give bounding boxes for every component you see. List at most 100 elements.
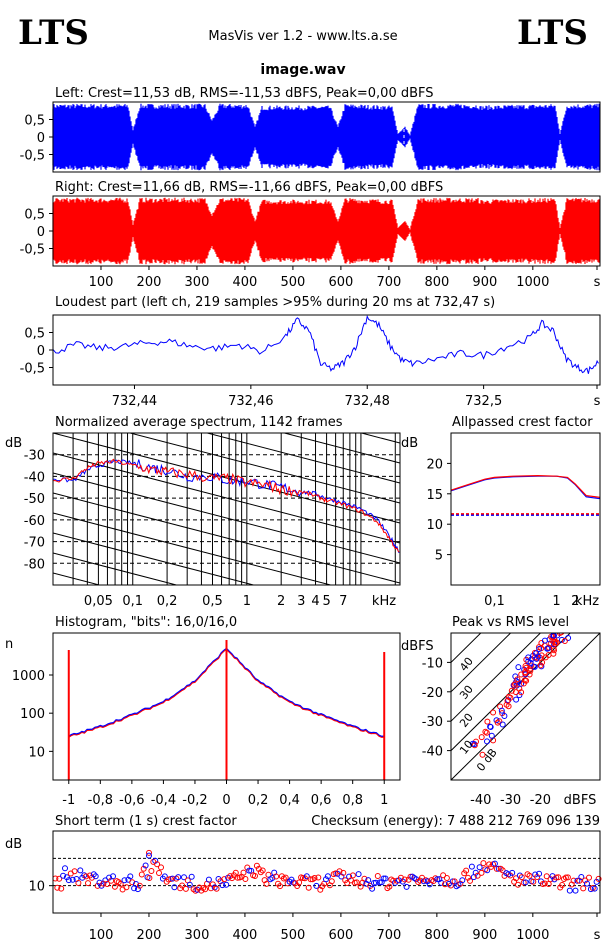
spectrum-slope-line [53,492,400,584]
app-title: MasVis ver 1.2 - www.lts.a.se [208,29,397,44]
right-waveform-xtick-label: 300 [185,275,210,290]
peak-rms-point [496,718,503,725]
short-term-point [526,872,533,879]
short-term-point [83,873,90,880]
histogram-xtick-label: 0,6 [311,793,332,808]
short-term-point [376,879,383,886]
short-term-point [171,884,178,891]
short-term-point [543,873,550,880]
short-term-point [374,873,381,879]
short-term-point [515,881,521,888]
short-term-point [252,873,258,879]
short-term-point [205,876,212,883]
peak-rms-ylabel: dBFS [401,639,434,654]
short-term-point [380,875,387,882]
short-term-point [562,874,569,881]
histogram-ytick-label: 1000 [12,669,45,684]
spectrum-slope-line [53,532,256,585]
short-term-point [480,860,487,867]
short-term-xtick-label: 900 [472,928,497,943]
short-term-point [148,868,155,874]
short-term-point [570,877,577,884]
spectrum-title: Normalized average spectrum, 1142 frames [55,415,343,430]
short-term-point [62,865,68,872]
short-term-point [555,874,562,881]
short-term-point [595,875,602,882]
short-term-point [60,872,67,879]
peak-rms-point [483,729,490,736]
crest-factor-ylabel: dB [401,436,418,451]
short-term-point [468,863,475,870]
crest-factor-xtick-label: 2 [571,594,579,609]
right-waveform-ytick-label: -0,5 [20,243,45,258]
short-term-point [273,873,280,880]
short-term-point [499,867,506,874]
spectrum-slope-line [53,512,333,585]
short-term-point [467,877,473,884]
loudest-part-xtick-label: 732,46 [228,394,274,409]
short-term-point [65,877,72,884]
histogram-ytick-label: 10 [28,745,45,760]
peak-rms-point [513,696,520,703]
short-term-point [522,879,529,886]
short-term-point [219,882,226,889]
peak-rms-point [507,694,514,701]
short-term-point [541,880,548,887]
short-term-point [282,874,289,881]
peak-rms-point [523,677,530,684]
left-waveform-ytick-label: 0 [37,131,45,146]
short-term-point [154,861,161,868]
short-term-point [303,873,310,880]
short-term-point [77,867,84,874]
short-term-point [474,872,481,879]
peak-rms-point [484,718,491,725]
short-term-point [305,884,312,891]
checksum-text: Checksum (energy): 7 488 212 769 096 139 [311,814,600,829]
short-term-point [138,871,145,878]
short-term-point [491,860,498,867]
peak-rms-point [478,734,485,741]
short-term-point [277,883,283,890]
short-term-point [253,862,260,869]
left-waveform-waveform-path [52,103,600,171]
spectrum-xtick-label: 0,5 [202,594,223,609]
lts-logo-right: LTS [517,13,588,53]
spectrum-xtick-label: 2 [277,594,285,609]
short-term-frame [52,830,601,914]
short-term-point [188,873,195,880]
short-term-outlier [146,849,152,856]
peak-rms-diagonal [451,633,482,663]
histogram-xtick-label: -0,8 [88,793,113,808]
short-term-outlier [146,852,152,859]
spectrum-frame [52,432,401,586]
histogram-xtick-label: -1 [62,793,75,808]
peak-rms-point [536,646,543,652]
short-term-point [136,882,143,889]
short-term-point [179,882,186,889]
peak-rms-diagonal [451,633,512,693]
peak-rms-point [484,738,490,745]
peak-rms-point [533,655,540,662]
left-waveform-title: Left: Crest=11,53 dB, RMS=-11,53 dBFS, P… [55,86,434,101]
loudest-part-xtick-label: 732,5 [465,394,502,409]
histogram-title: Histogram, "bits": 16,0/16,0 [55,615,237,630]
peak-rms-point [488,732,495,739]
short-term-point [240,869,247,876]
peak-rms-point [558,636,565,643]
peak-rms-point [527,667,534,674]
short-term-point [328,878,335,885]
short-term-point [353,879,360,886]
short-term-point [158,864,164,871]
peak-rms-point [518,680,525,687]
short-term-point [244,864,251,871]
short-term-point [591,885,598,892]
short-term-point [564,874,571,881]
short-term-point [495,865,502,872]
short-term-point [161,873,168,880]
crest-factor-ytick-label: 5 [435,549,443,564]
short-term-point [123,884,130,891]
peak-rms-point [516,692,523,699]
short-term-point [323,876,329,883]
peak-rms-point [541,637,548,644]
peak-rms-point [561,638,568,644]
